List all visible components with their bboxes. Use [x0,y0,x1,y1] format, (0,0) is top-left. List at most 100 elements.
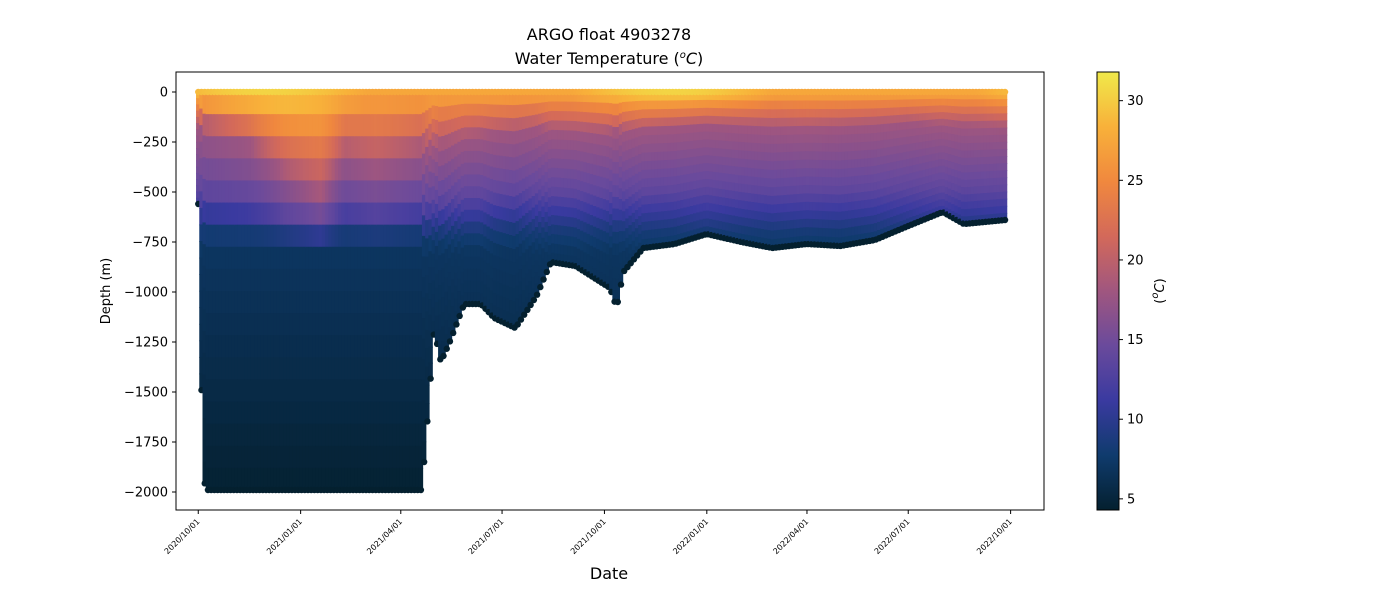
profile-segment [918,142,924,151]
profile-segment [622,221,627,232]
profile-segment [780,109,785,119]
profile-segment [431,226,437,242]
profile-segment [276,114,282,138]
profile-segment [951,176,956,184]
temperature-profile [320,88,328,494]
profile-segment [231,423,236,447]
profile-segment [554,120,559,131]
profile-segment [580,111,585,123]
profile-segment [250,92,256,115]
profile-segment [525,200,530,214]
profile-segment [825,228,830,238]
profile-segment [370,401,375,425]
profile-segment [873,132,879,142]
profile-segment [676,209,682,219]
temperature-profile [795,88,802,249]
profile-segment [734,108,740,118]
profile-segment [515,117,520,132]
profile-segment [247,313,253,337]
profile-segment [308,467,314,491]
profile-segment [686,165,692,175]
profile-segment [944,187,950,195]
temperature-profile [207,88,215,494]
profile-segment [247,114,253,138]
profile-segment [360,92,366,115]
profile-segment [628,111,633,122]
profile-segment [893,115,898,124]
profile-segment [496,307,501,321]
profile-segment [202,352,207,376]
profile-segment [947,161,953,169]
profile-segment [228,467,233,491]
profile-segment [928,154,934,163]
profile-segment [367,313,372,337]
profile-segment [825,211,830,221]
profile-segment [434,105,440,121]
profile-segment [502,310,508,324]
profile-segment [489,228,495,242]
temperature-profile [869,88,876,244]
profile-segment [583,212,588,224]
profile-segment [951,204,956,212]
profile-segment [883,171,888,181]
profile-segment [389,158,395,182]
profile-segment [944,132,950,141]
temperature-profile [711,88,718,240]
profile-segment [221,136,227,160]
profile-segment [428,92,433,109]
profile-segment [231,92,236,115]
profile-segment [551,215,556,226]
profile-segment [902,174,908,184]
profile-segment [338,136,343,160]
profile-segment [744,108,750,118]
profile-segment [789,177,795,187]
profile-segment [405,445,411,469]
profile-segment [225,224,230,248]
profile-segment [822,143,827,153]
profile-segment [602,231,608,243]
profile-segment [254,423,259,447]
profile-segment [418,246,424,270]
profile-segment [399,158,404,182]
profile-segment [612,231,617,245]
profile-segment [438,136,443,153]
profile-segment [467,103,472,117]
profile-segment [760,100,766,110]
profile-segment [383,224,388,248]
temperature-profile [427,88,434,382]
profile-segment [244,291,249,314]
profile-segment [289,357,295,381]
profile-segment [728,231,733,241]
profile-segment [370,379,375,403]
profile-segment [521,116,527,130]
profile-segment [276,291,282,314]
profile-segment [457,203,462,218]
profile-segment [693,221,698,231]
profile-segment [728,100,733,110]
profile-segment [544,141,550,153]
profile-segment [528,210,533,223]
profile-segment [644,92,650,102]
temperature-profile [617,88,625,288]
temperature-profile [266,88,273,494]
profile-segment [486,202,491,216]
profile-segment [612,126,617,140]
profile-segment [741,117,746,127]
profile-segment [709,131,714,141]
profile-segment [502,156,508,170]
profile-segment [415,291,420,314]
profile-segment [586,142,591,154]
profile-segment [957,99,963,108]
profile-segment [312,136,317,160]
profile-segment [783,220,788,231]
profile-segment [305,246,311,270]
profile-segment [554,224,559,236]
profile-segment [563,178,569,189]
profile-segment [783,169,788,179]
profile-segment [447,188,453,204]
profile-segment [483,176,488,190]
profile-segment [860,225,866,235]
profile-segment [818,125,824,136]
profile-segment [534,148,540,161]
profile-segment [470,115,475,129]
